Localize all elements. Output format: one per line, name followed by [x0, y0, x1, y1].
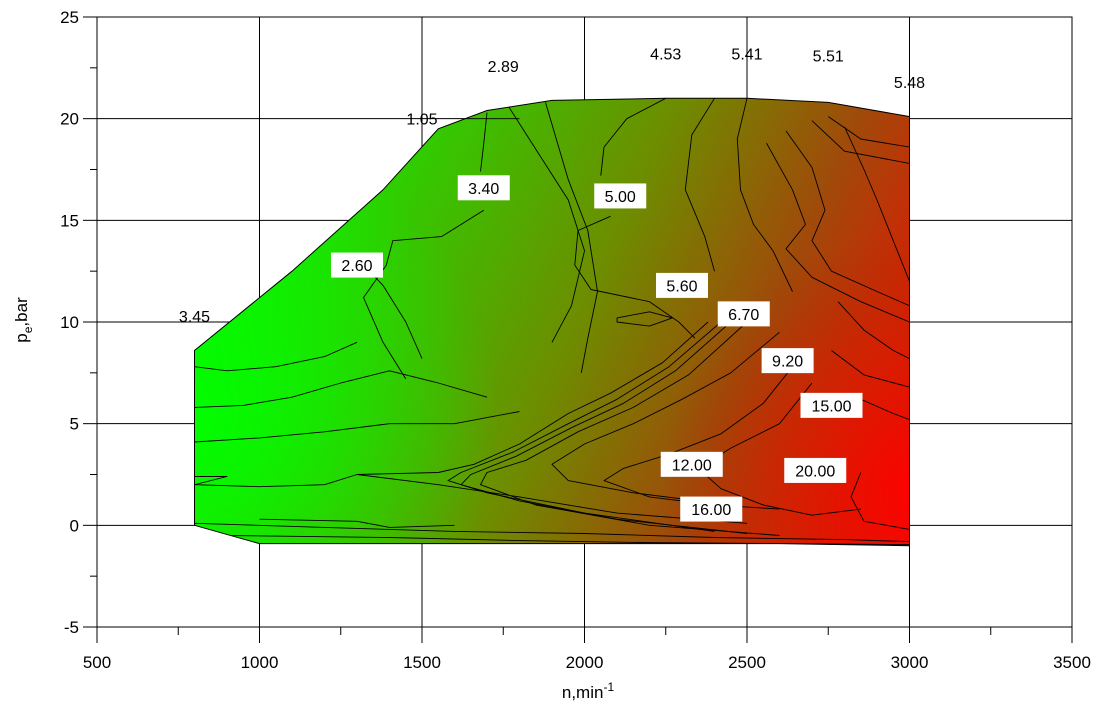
- y-axis-title: pe,bar: [12, 297, 35, 343]
- contour-line: [574, 215, 696, 339]
- y-tick-label: 5: [70, 415, 79, 434]
- contour-line: [194, 474, 358, 488]
- y-tick-label: 20: [60, 110, 79, 129]
- contour-label: 15.00: [800, 392, 863, 418]
- y-tick-label: 10: [60, 313, 79, 332]
- contour-line: [850, 472, 910, 530]
- x-axis-title: n,min-1: [562, 680, 615, 702]
- contour-label-text: 5.60: [666, 278, 697, 295]
- contour-label-box: [717, 301, 770, 327]
- contour-line: [545, 102, 598, 373]
- contour-label: 5.60: [656, 272, 708, 298]
- contour-label-text: 4.53: [650, 47, 681, 64]
- x-tick-label: 2500: [728, 653, 766, 672]
- contour-label-text: 16.00: [691, 502, 731, 519]
- region-boundary: [194, 97, 910, 547]
- contour-label-text: 20.00: [795, 463, 835, 480]
- contour-label-box: [594, 183, 647, 209]
- contour-label: 1.05: [406, 112, 437, 129]
- contour-label-box: [784, 457, 847, 483]
- contour-label-text: 3.45: [179, 309, 210, 326]
- contour-line: [828, 116, 910, 148]
- x-tick-label: 1500: [403, 653, 441, 672]
- contour-label-box: [331, 252, 383, 278]
- x-tick-label: 500: [83, 653, 111, 672]
- contour-line: [447, 321, 722, 532]
- contour-label-text: 2.60: [341, 258, 372, 275]
- contour-label: 5.41: [731, 47, 762, 64]
- y-tick-label: -5: [64, 618, 79, 637]
- contour-line: [502, 98, 585, 343]
- contour-label: 9.20: [761, 348, 814, 374]
- contour-label-box: [660, 451, 723, 477]
- x-tick-label: 3500: [1053, 653, 1091, 672]
- contour-line: [226, 535, 910, 546]
- contour-label-text: 15.00: [811, 398, 851, 415]
- contour-line: [844, 126, 910, 282]
- contour-line: [837, 301, 910, 360]
- contour-label-box: [656, 272, 708, 298]
- contour-label-box: [800, 392, 863, 418]
- contour-label-text: 2.89: [488, 59, 519, 76]
- contour-label-text: 5.41: [731, 47, 762, 64]
- x-tick-label: 3000: [891, 653, 929, 672]
- contour-label: 20.00: [784, 457, 847, 483]
- contour-label-text: 5.51: [813, 49, 844, 66]
- contour-line: [356, 321, 748, 524]
- contour-label: 4.53: [650, 47, 681, 64]
- contour-line: [480, 112, 488, 172]
- contour-line: [811, 120, 910, 164]
- contour-line: [194, 522, 910, 543]
- contour-label: 5.48: [894, 75, 925, 92]
- contour-line: [860, 398, 910, 421]
- contour-lines: [194, 98, 910, 546]
- contour-line: [736, 98, 793, 292]
- contour-line: [684, 98, 715, 272]
- contour-label-text: 12.00: [672, 457, 712, 474]
- contour-line: [766, 142, 910, 323]
- contour-label-text: 5.48: [894, 75, 925, 92]
- contour-line: [363, 209, 485, 380]
- contour-label-text: 9.20: [772, 354, 803, 371]
- contour-label: 6.70: [717, 301, 770, 327]
- x-axis: 500 1000 1500 2000 2500 3000 3500: [83, 627, 1091, 672]
- contour-label: 2.89: [488, 59, 519, 76]
- contour-line: [480, 321, 780, 536]
- contour-line: [194, 411, 520, 443]
- contour-label-box: [680, 496, 743, 522]
- contour-label-box: [761, 348, 814, 374]
- contour-line: [600, 98, 667, 176]
- contour-labels: 3.45 1.05 2.89 4.53 5.41 5.51 5.48 3.40 2.60 5.00…: [179, 47, 925, 522]
- contour-label: 5.00: [594, 183, 647, 209]
- contour-label-box: [457, 175, 510, 201]
- contour-line: [785, 130, 910, 307]
- x-tick-label: 1000: [241, 653, 279, 672]
- contour-line: [831, 350, 910, 388]
- contour-line: [194, 370, 488, 408]
- contour-label: 3.40: [457, 175, 510, 201]
- contour-label: 16.00: [680, 496, 743, 522]
- contour-label: 12.00: [660, 451, 723, 477]
- contour-label: 3.45: [179, 309, 210, 326]
- contour-label-text: 1.05: [406, 112, 437, 129]
- contour-line: [697, 382, 861, 516]
- y-axis: -5 0 5 10 15 20 25: [60, 8, 97, 637]
- y-tick-label: 0: [70, 516, 79, 535]
- contour-label-text: 3.40: [468, 181, 499, 198]
- contour-line: [194, 341, 358, 372]
- contour-line: [616, 311, 673, 327]
- y-tick-label: 15: [60, 211, 79, 230]
- y-tick-label: 25: [60, 8, 79, 27]
- contour-line: [551, 331, 780, 502]
- contour-label-text: 6.70: [728, 307, 759, 324]
- contour-label-text: 5.00: [605, 189, 636, 206]
- contour-label: 5.51: [813, 49, 844, 66]
- contour-line: [460, 321, 748, 534]
- contour-line: [259, 518, 455, 528]
- contour-label: 2.60: [331, 252, 383, 278]
- x-tick-label: 2000: [566, 653, 604, 672]
